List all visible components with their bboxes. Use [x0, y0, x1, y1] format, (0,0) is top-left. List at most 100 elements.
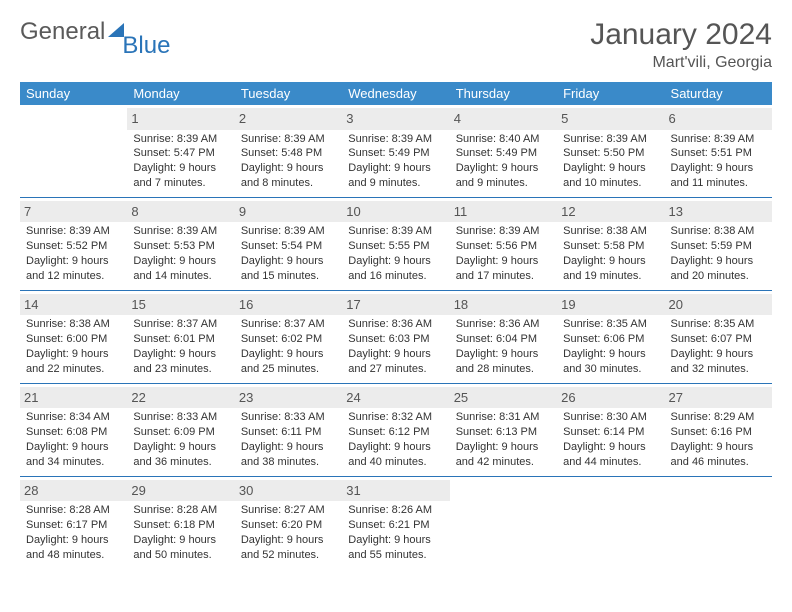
daylight-line: Daylight: 9 hours and 19 minutes. [563, 254, 658, 284]
daylight-line: Daylight: 9 hours and 38 minutes. [241, 440, 336, 470]
sunset-line: Sunset: 5:50 PM [563, 146, 658, 161]
day-number: 15 [127, 294, 234, 316]
daylight-line: Daylight: 9 hours and 32 minutes. [671, 347, 766, 377]
day-number: 28 [20, 480, 127, 502]
day-number: 3 [342, 108, 449, 130]
calendar-cell: 8Sunrise: 8:39 AMSunset: 5:53 PMDaylight… [127, 197, 234, 290]
day-header: Wednesday [342, 82, 449, 105]
sunset-line: Sunset: 6:04 PM [456, 332, 551, 347]
calendar-cell: 3Sunrise: 8:39 AMSunset: 5:49 PMDaylight… [342, 105, 449, 197]
day-number: 8 [127, 201, 234, 223]
daylight-line: Daylight: 9 hours and 50 minutes. [133, 533, 228, 563]
sunset-line: Sunset: 6:00 PM [26, 332, 121, 347]
calendar-cell: 7Sunrise: 8:39 AMSunset: 5:52 PMDaylight… [20, 197, 127, 290]
sunrise-line: Sunrise: 8:32 AM [348, 410, 443, 425]
daylight-line: Daylight: 9 hours and 7 minutes. [133, 161, 228, 191]
calendar-cell: 24Sunrise: 8:32 AMSunset: 6:12 PMDayligh… [342, 383, 449, 476]
day-number: 25 [450, 387, 557, 409]
daylight-line: Daylight: 9 hours and 12 minutes. [26, 254, 121, 284]
sunrise-line: Sunrise: 8:34 AM [26, 410, 121, 425]
sunset-line: Sunset: 5:49 PM [456, 146, 551, 161]
sunset-line: Sunset: 6:07 PM [671, 332, 766, 347]
day-number: 19 [557, 294, 664, 316]
sunrise-line: Sunrise: 8:39 AM [671, 132, 766, 147]
day-number: 1 [127, 108, 234, 130]
title-block: January 2024 Mart'vili, Georgia [590, 18, 772, 72]
sunset-line: Sunset: 5:59 PM [671, 239, 766, 254]
daylight-line: Daylight: 9 hours and 48 minutes. [26, 533, 121, 563]
calendar-cell: 11Sunrise: 8:39 AMSunset: 5:56 PMDayligh… [450, 197, 557, 290]
sunset-line: Sunset: 5:47 PM [133, 146, 228, 161]
sunrise-line: Sunrise: 8:33 AM [241, 410, 336, 425]
day-header: Sunday [20, 82, 127, 105]
calendar-table: SundayMondayTuesdayWednesdayThursdayFrid… [20, 82, 772, 569]
calendar-cell: 30Sunrise: 8:27 AMSunset: 6:20 PMDayligh… [235, 476, 342, 568]
sunset-line: Sunset: 6:16 PM [671, 425, 766, 440]
calendar-cell: 15Sunrise: 8:37 AMSunset: 6:01 PMDayligh… [127, 290, 234, 383]
sunset-line: Sunset: 6:11 PM [241, 425, 336, 440]
day-header: Thursday [450, 82, 557, 105]
sunrise-line: Sunrise: 8:33 AM [133, 410, 228, 425]
day-number: 14 [20, 294, 127, 316]
sunset-line: Sunset: 5:49 PM [348, 146, 443, 161]
day-header: Friday [557, 82, 664, 105]
logo-general-text: General [20, 18, 105, 46]
sunset-line: Sunset: 5:58 PM [563, 239, 658, 254]
calendar-cell: 26Sunrise: 8:30 AMSunset: 6:14 PMDayligh… [557, 383, 664, 476]
sunset-line: Sunset: 6:21 PM [348, 518, 443, 533]
calendar-cell: 20Sunrise: 8:35 AMSunset: 6:07 PMDayligh… [665, 290, 772, 383]
daylight-line: Daylight: 9 hours and 28 minutes. [456, 347, 551, 377]
day-number: 30 [235, 480, 342, 502]
logo-blue-text: Blue [122, 32, 170, 60]
sunrise-line: Sunrise: 8:38 AM [26, 317, 121, 332]
day-number: 26 [557, 387, 664, 409]
sunset-line: Sunset: 5:53 PM [133, 239, 228, 254]
calendar-cell [20, 105, 127, 197]
sunrise-line: Sunrise: 8:39 AM [133, 224, 228, 239]
day-header: Saturday [665, 82, 772, 105]
calendar-cell: 16Sunrise: 8:37 AMSunset: 6:02 PMDayligh… [235, 290, 342, 383]
day-number: 5 [557, 108, 664, 130]
daylight-line: Daylight: 9 hours and 52 minutes. [241, 533, 336, 563]
calendar-cell [665, 476, 772, 568]
day-number: 27 [665, 387, 772, 409]
calendar-cell: 17Sunrise: 8:36 AMSunset: 6:03 PMDayligh… [342, 290, 449, 383]
sunrise-line: Sunrise: 8:39 AM [348, 132, 443, 147]
daylight-line: Daylight: 9 hours and 42 minutes. [456, 440, 551, 470]
logo: General Blue [20, 18, 174, 46]
daylight-line: Daylight: 9 hours and 14 minutes. [133, 254, 228, 284]
sunrise-line: Sunrise: 8:39 AM [241, 132, 336, 147]
calendar-cell: 1 Sunrise: 8:39 AMSunset: 5:47 PMDaylight… [127, 105, 234, 197]
sunrise-line: Sunrise: 8:26 AM [348, 503, 443, 518]
sunrise-line: Sunrise: 8:39 AM [133, 132, 228, 147]
daylight-line: Daylight: 9 hours and 44 minutes. [563, 440, 658, 470]
calendar-cell: 23Sunrise: 8:33 AMSunset: 6:11 PMDayligh… [235, 383, 342, 476]
daylight-line: Daylight: 9 hours and 20 minutes. [671, 254, 766, 284]
sunrise-line: Sunrise: 8:36 AM [456, 317, 551, 332]
daylight-line: Daylight: 9 hours and 17 minutes. [456, 254, 551, 284]
day-number: 29 [127, 480, 234, 502]
sunrise-line: Sunrise: 8:37 AM [241, 317, 336, 332]
sunset-line: Sunset: 6:20 PM [241, 518, 336, 533]
calendar-cell: 19Sunrise: 8:35 AMSunset: 6:06 PMDayligh… [557, 290, 664, 383]
sunset-line: Sunset: 6:02 PM [241, 332, 336, 347]
day-number: 20 [665, 294, 772, 316]
month-title: January 2024 [590, 18, 772, 52]
sunrise-line: Sunrise: 8:39 AM [26, 224, 121, 239]
calendar-cell [557, 476, 664, 568]
sunrise-line: Sunrise: 8:39 AM [456, 224, 551, 239]
daylight-line: Daylight: 9 hours and 15 minutes. [241, 254, 336, 284]
daylight-line: Daylight: 9 hours and 46 minutes. [671, 440, 766, 470]
day-number: 2 [235, 108, 342, 130]
sunrise-line: Sunrise: 8:28 AM [133, 503, 228, 518]
sunrise-line: Sunrise: 8:27 AM [241, 503, 336, 518]
sunrise-line: Sunrise: 8:35 AM [671, 317, 766, 332]
daylight-line: Daylight: 9 hours and 8 minutes. [241, 161, 336, 191]
daylight-line: Daylight: 9 hours and 16 minutes. [348, 254, 443, 284]
day-number: 24 [342, 387, 449, 409]
sunset-line: Sunset: 6:17 PM [26, 518, 121, 533]
sunrise-line: Sunrise: 8:39 AM [563, 132, 658, 147]
calendar-cell: 13Sunrise: 8:38 AMSunset: 5:59 PMDayligh… [665, 197, 772, 290]
sunset-line: Sunset: 6:03 PM [348, 332, 443, 347]
sunrise-line: Sunrise: 8:38 AM [671, 224, 766, 239]
